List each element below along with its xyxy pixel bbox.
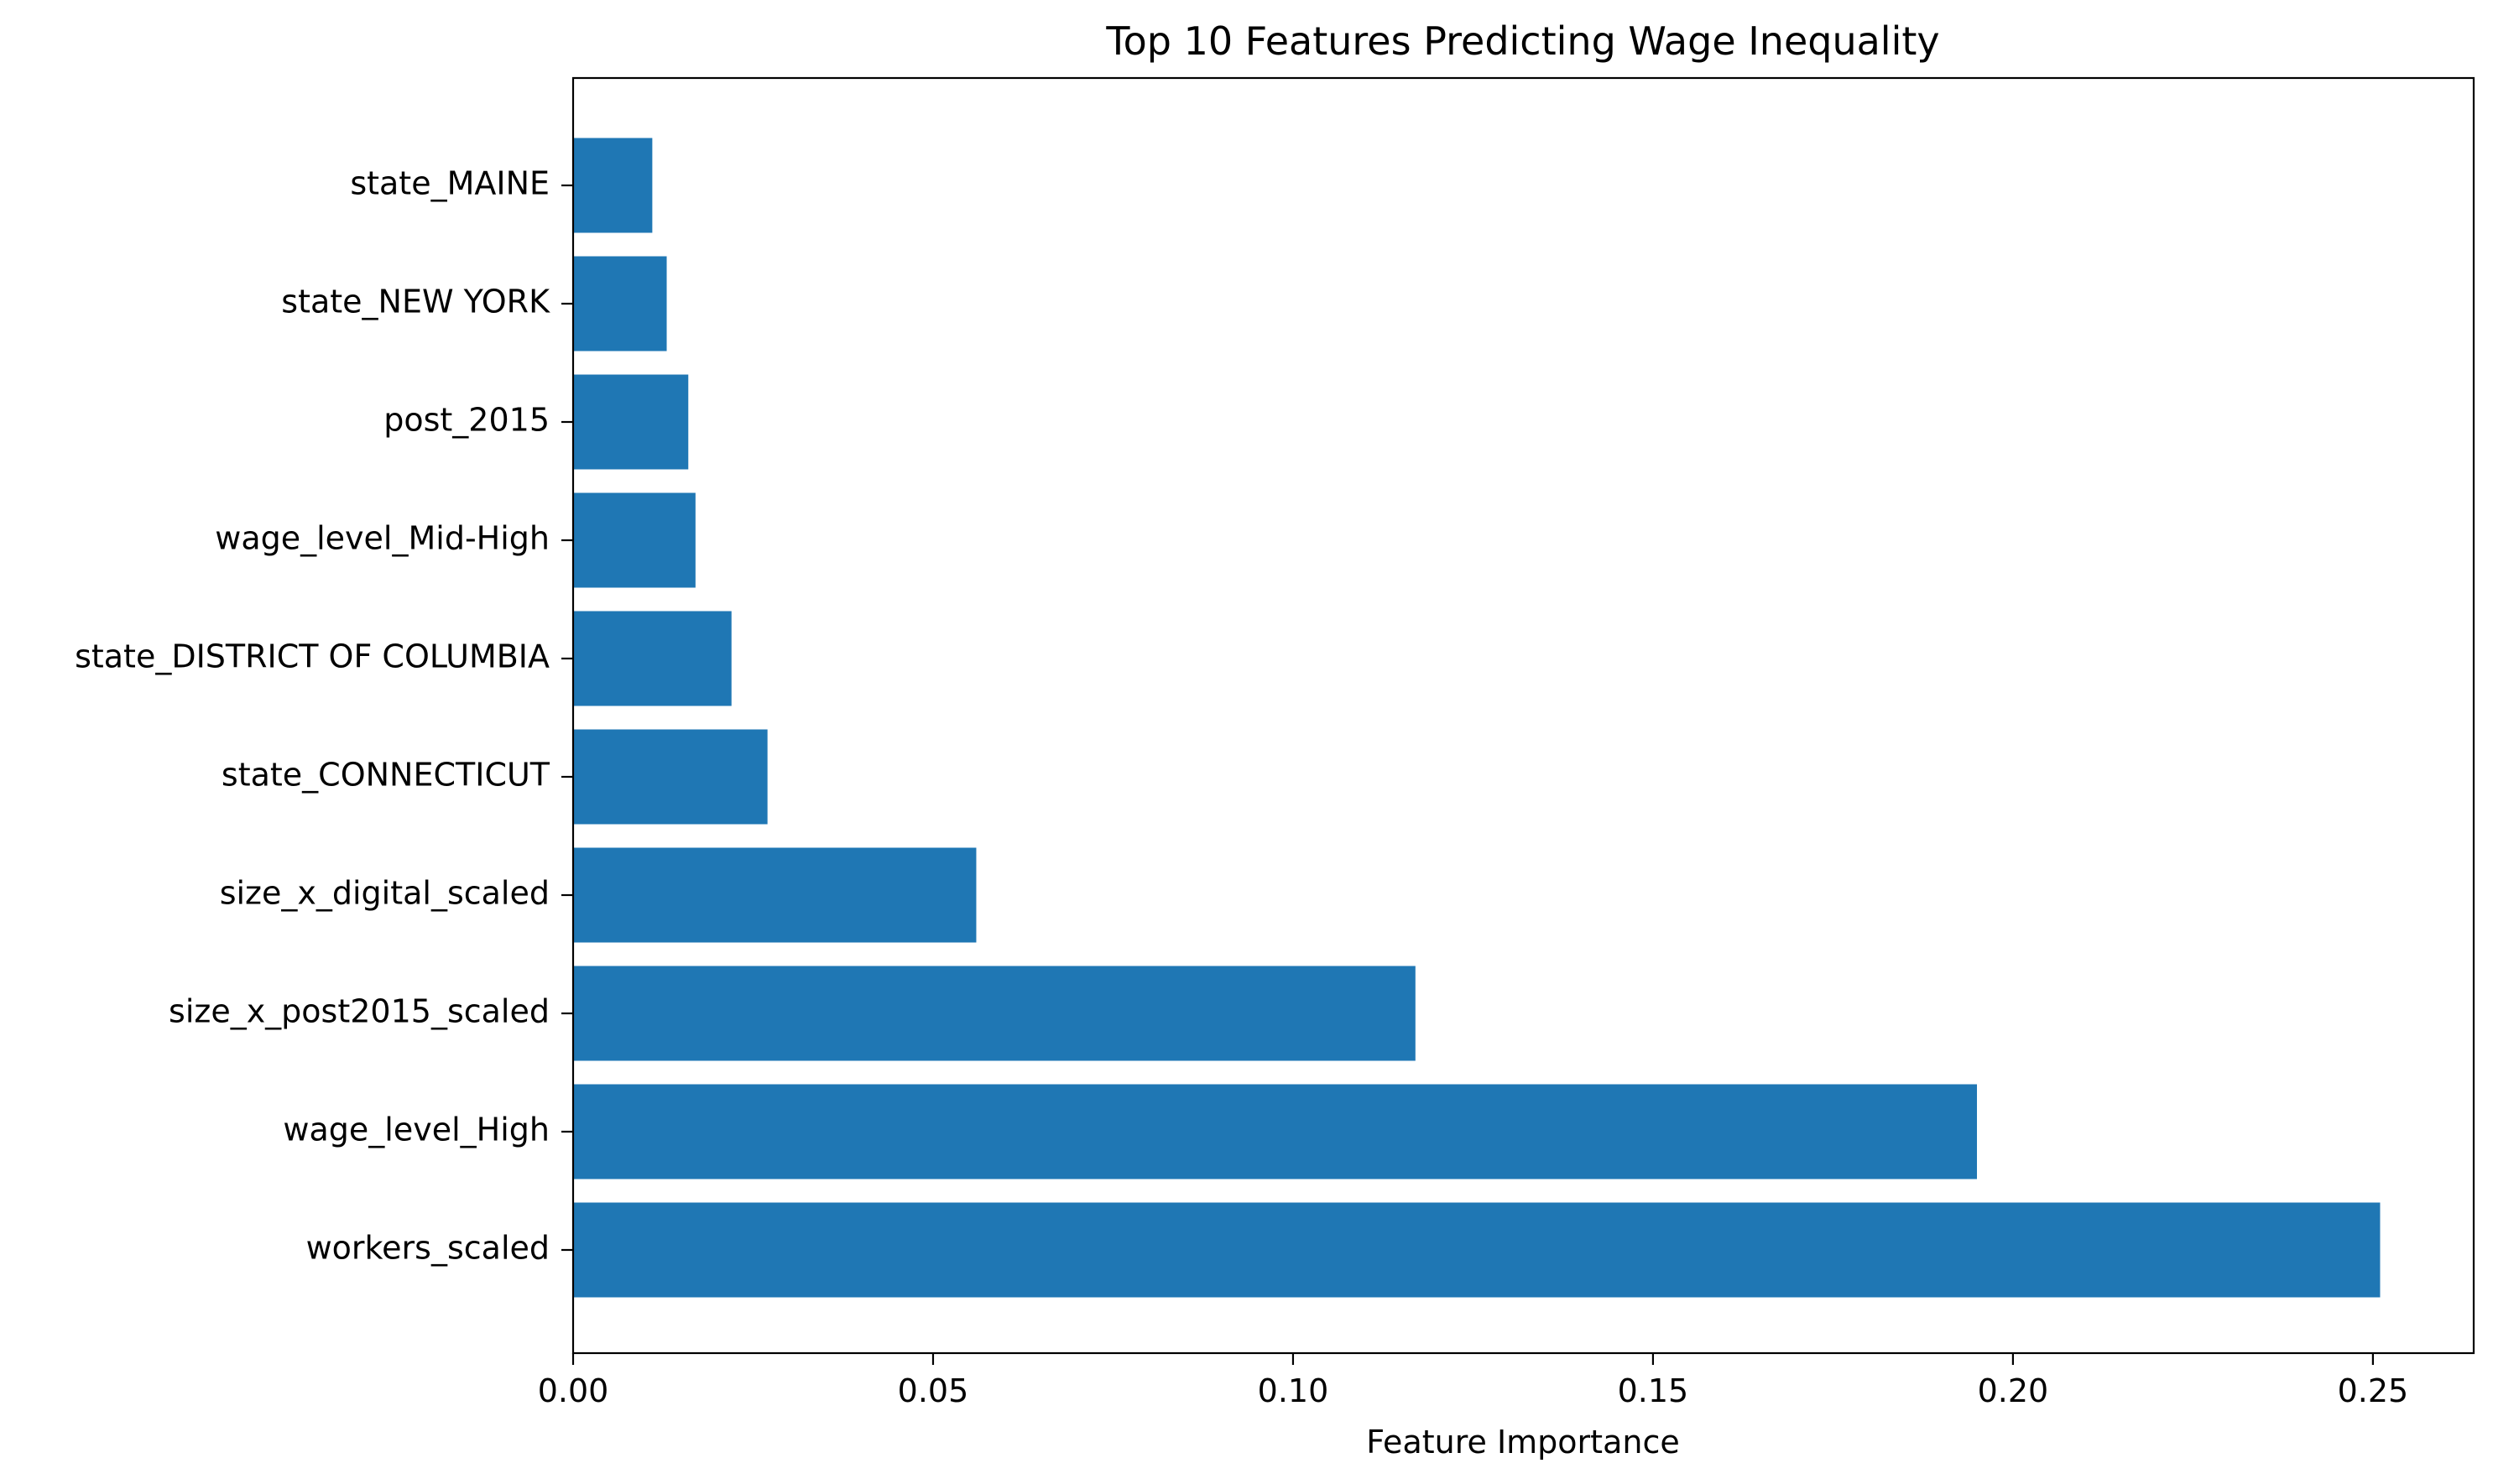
- y-axis-ticks: workers_scaled wage_level_High size_x_post…: [75, 165, 573, 1267]
- bar-post-2015: [573, 374, 689, 470]
- bar-workers-scaled: [573, 1202, 2381, 1298]
- y-tick-label: state_NEW YORK: [281, 284, 550, 320]
- x-tick-label: 0.15: [1618, 1372, 1689, 1409]
- x-tick-label: 0.05: [898, 1372, 969, 1409]
- bar-wage-level-high: [573, 1084, 1978, 1179]
- y-tick-label: state_CONNECTICUT: [222, 757, 550, 794]
- x-tick-label: 0.25: [2338, 1372, 2409, 1409]
- y-tick-label: post_2015: [383, 402, 550, 439]
- bar-state-new-york: [573, 256, 667, 351]
- bar-size-x-post2015-scaled: [573, 966, 1416, 1061]
- y-tick-label: workers_scaled: [306, 1230, 550, 1267]
- y-tick-label: wage_level_Mid-High: [215, 520, 550, 557]
- bar-state-district-of-columbia: [573, 611, 732, 706]
- plot-frame: [571, 76, 2475, 1355]
- x-axis-label: Feature Importance: [1366, 1424, 1679, 1461]
- bar-state-connecticut: [573, 729, 768, 825]
- bars-layer: [573, 138, 2381, 1298]
- x-tick-label: 0.10: [1258, 1372, 1329, 1409]
- bar-wage-level-mid-high: [573, 492, 696, 588]
- y-tick-label: size_x_post2015_scaled: [169, 993, 550, 1030]
- x-tick-label: 0.00: [538, 1372, 609, 1409]
- y-tick-label: wage_level_High: [283, 1112, 550, 1148]
- y-tick-label: state_DISTRICT OF COLUMBIA: [75, 638, 550, 675]
- bar-state-maine: [573, 138, 653, 233]
- plot-border: [571, 76, 2475, 1355]
- x-axis-ticks: 0.00 0.05 0.10 0.15 0.20 0.25: [538, 1353, 2408, 1409]
- x-tick-label: 0.20: [1978, 1372, 2049, 1409]
- y-tick-label: state_MAINE: [350, 165, 550, 202]
- y-tick-label: size_x_digital_scaled: [220, 875, 550, 912]
- chart-title: Top 10 Features Predicting Wage Inequali…: [1105, 18, 1939, 64]
- bar-size-x-digital-scaled: [573, 847, 977, 943]
